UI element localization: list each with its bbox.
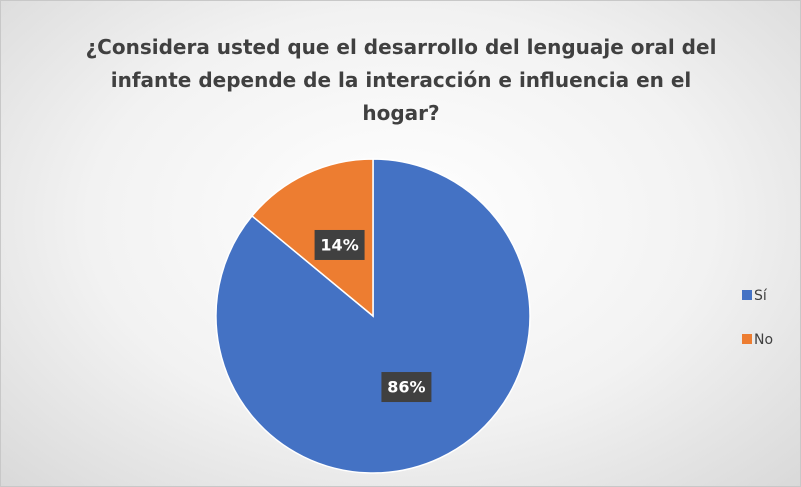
legend-swatch — [742, 290, 752, 300]
data-label: 14% — [320, 235, 358, 254]
data-label-box — [381, 372, 432, 403]
legend-swatch — [742, 334, 752, 344]
legend-label: Sí — [754, 288, 768, 304]
data-label-box — [314, 229, 365, 260]
pie-slice — [250, 158, 374, 318]
chart-title: ¿Considera usted que el desarrollo del l… — [85, 35, 717, 125]
data-label: 86% — [387, 378, 425, 397]
legend-label: No — [754, 332, 773, 348]
